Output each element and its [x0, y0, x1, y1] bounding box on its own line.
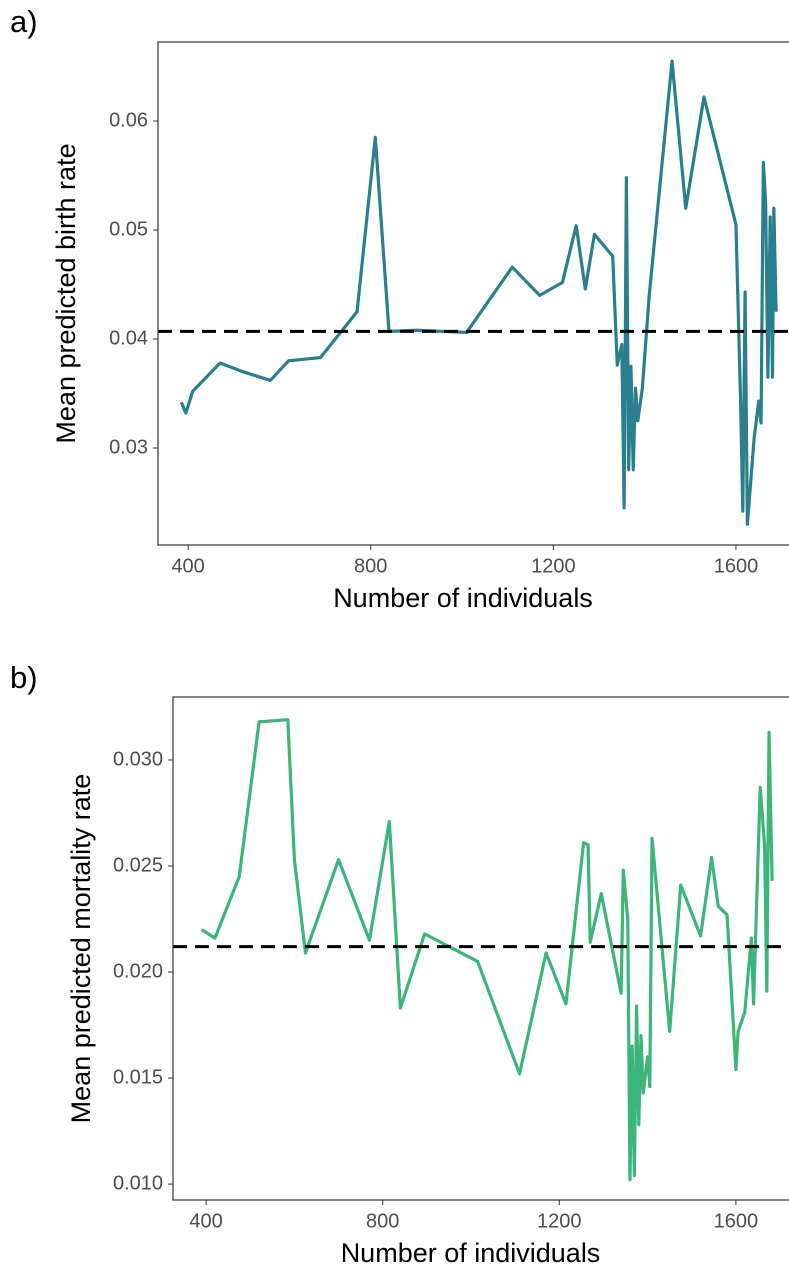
y-axis-title: Mean predicted birth rate: [51, 143, 81, 443]
plot-frame: [157, 41, 789, 546]
y-tick-label: 0.010: [113, 1172, 163, 1194]
y-axis-title: Mean predicted mortality rate: [66, 774, 96, 1124]
panel-label: a): [10, 4, 38, 39]
x-axis-title: Number of individuals: [341, 1238, 601, 1268]
data-line: [179, 59, 778, 526]
x-tick-label: 1200: [537, 1210, 582, 1232]
x-tick-label: 400: [189, 1210, 222, 1232]
x-tick-label: 400: [171, 555, 204, 577]
x-tick-label: 1600: [714, 1210, 759, 1232]
y-tick-label: 0.04: [109, 327, 148, 349]
x-tick-label: 1200: [531, 555, 576, 577]
panel-label: b): [10, 660, 38, 695]
y-tick-label: 0.06: [109, 109, 148, 131]
y-tick-label: 0.03: [109, 436, 148, 458]
y-tick-label: 0.025: [113, 854, 163, 876]
y-tick-label: 0.020: [113, 960, 163, 982]
x-tick-label: 1600: [714, 555, 759, 577]
data-line: [200, 718, 774, 1182]
y-tick-label: 0.05: [109, 218, 148, 240]
y-tick-label: 0.030: [113, 748, 163, 770]
plot-frame: [172, 696, 789, 1201]
y-tick-label: 0.015: [113, 1066, 163, 1088]
x-tick-label: 800: [366, 1210, 399, 1232]
x-axis-title: Number of individuals: [333, 583, 593, 613]
x-tick-label: 800: [354, 555, 387, 577]
